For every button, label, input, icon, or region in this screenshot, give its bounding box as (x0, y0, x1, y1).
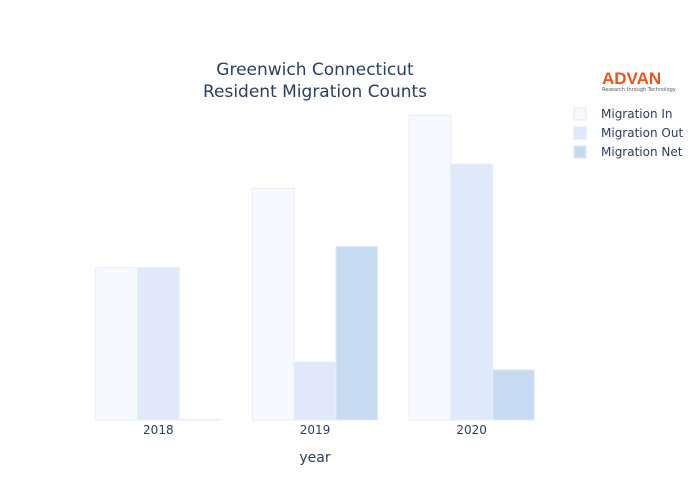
chart-title: Greenwich Connecticut Resident Migration… (203, 60, 427, 102)
legend-label: Migration In (601, 107, 673, 121)
legend-label: Migration Net (601, 145, 683, 159)
chart-title-line-2: Resident Migration Counts (203, 82, 427, 102)
legend[interactable]: Migration In Migration Out Migration Net (573, 107, 683, 159)
x-tick-label-2020: 2020 (456, 423, 487, 437)
bars-layer (95, 114, 535, 421)
bar-migration-net-2020[interactable] (492, 369, 535, 421)
x-tick-label-2018: 2018 (143, 423, 174, 437)
bar-migration-out-2020[interactable] (450, 163, 494, 421)
bar-migration-in-2018[interactable] (95, 267, 138, 421)
chart-title-line-1: Greenwich Connecticut (216, 60, 414, 80)
advan-logo-tagline: Research through Technology (602, 87, 676, 93)
legend-swatch (573, 126, 587, 140)
legend-swatch (573, 107, 587, 121)
bar-migration-out-2018[interactable] (136, 267, 180, 421)
bar-migration-out-2019[interactable] (293, 361, 337, 421)
x-tick-labels: 2018 2019 2020 (143, 423, 487, 437)
bar-migration-in-2020[interactable] (408, 114, 452, 421)
advan-logo-wordmark: ADVAN (602, 69, 661, 88)
advan-logo: ADVAN Research through Technology (602, 69, 676, 93)
legend-item-migration-out[interactable]: Migration Out (573, 126, 683, 140)
bar-migration-net-2019[interactable] (335, 245, 379, 421)
legend-item-migration-in[interactable]: Migration In (573, 107, 673, 121)
bar-migration-net-2018[interactable] (178, 418, 222, 421)
bar-migration-in-2019[interactable] (251, 187, 295, 421)
x-tick-label-2019: 2019 (300, 423, 331, 437)
x-axis-title: year (299, 450, 330, 466)
legend-swatch (573, 145, 587, 159)
legend-label: Migration Out (601, 126, 683, 140)
legend-item-migration-net[interactable]: Migration Net (573, 145, 683, 159)
